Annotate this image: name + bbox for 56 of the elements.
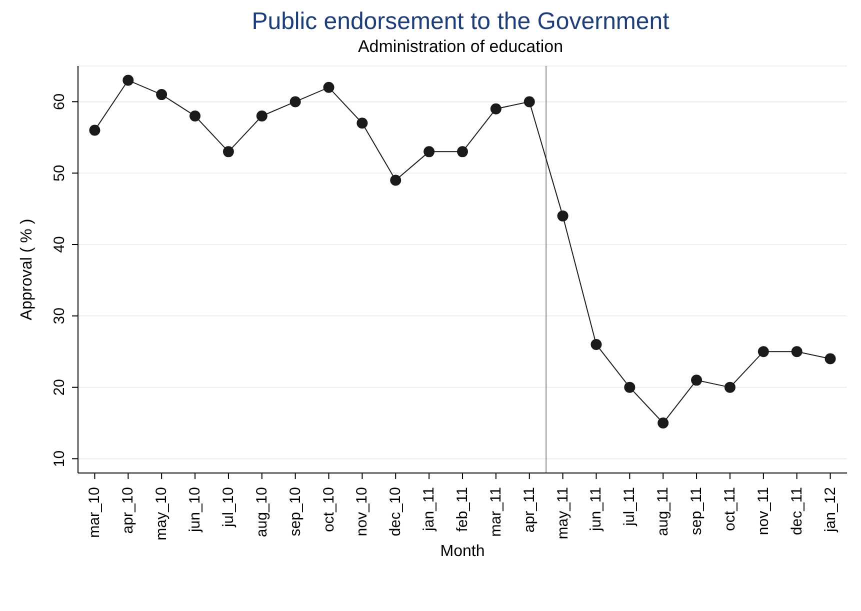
x-tick-label: may_11: [554, 487, 572, 540]
y-tick-label: 30: [51, 308, 68, 324]
x-tick-label: oct_11: [721, 487, 738, 531]
x-tick-label: mar_11: [487, 487, 504, 537]
x-tick-label: may_10: [153, 487, 170, 540]
point: [624, 382, 636, 393]
point: [290, 96, 301, 108]
x-tick-label: apr_11: [520, 487, 538, 533]
point: [122, 74, 134, 86]
point: [758, 346, 769, 358]
x-tick-label: nov_10: [354, 487, 371, 536]
point: [557, 210, 568, 222]
x-tick-label: aug_10: [253, 487, 270, 538]
x-tick-label: oct_10: [320, 487, 338, 532]
x-tick-label: dec_10: [387, 487, 404, 536]
x-tick-label: aug_11: [654, 487, 672, 536]
x-tick-label: jan_12: [822, 487, 839, 534]
point: [524, 96, 535, 108]
x-tick-label: jun_11: [588, 487, 605, 532]
point: [256, 110, 268, 122]
x-tick-label: sep_10: [286, 487, 304, 536]
x-tick-label: jun_10: [186, 487, 204, 534]
x-tick-label: sep_11: [688, 487, 706, 536]
chart-title: Public endorsement to the Government: [250, 8, 670, 36]
y-tick-label: 40: [51, 236, 68, 253]
point: [156, 89, 168, 100]
point: [490, 103, 502, 114]
point: [457, 146, 468, 158]
x-tick-label: jul_10: [220, 487, 237, 528]
x-tick-label: mar_10: [86, 487, 104, 538]
point: [658, 418, 669, 429]
x-tick-label: apr_10: [120, 487, 137, 534]
y-tick-label: 20: [51, 378, 68, 396]
point: [390, 174, 402, 186]
chart-subtitle: Administration of education: [356, 36, 564, 58]
x-tick-label: jul_11: [621, 487, 638, 527]
x-tick-label: feb_11: [454, 487, 471, 532]
point: [222, 146, 234, 158]
x-tick-label: nov_11: [754, 487, 772, 536]
point: [323, 82, 334, 93]
point: [791, 346, 802, 358]
point: [590, 338, 602, 350]
y-tick-label: 60: [51, 93, 68, 110]
point: [190, 110, 201, 122]
y-axis-title: Approval ( % ): [18, 218, 36, 320]
x-axis-title: Month: [440, 543, 485, 560]
point: [691, 374, 702, 386]
x-tick-label: jan_11: [420, 487, 438, 532]
x-tick-label: dec_11: [788, 487, 806, 536]
point: [424, 146, 435, 158]
y-tick-label: 10: [51, 450, 68, 468]
y-tick-label: 50: [51, 164, 68, 182]
point: [724, 382, 736, 393]
point: [356, 118, 368, 129]
point: [89, 124, 100, 136]
point: [824, 353, 836, 364]
